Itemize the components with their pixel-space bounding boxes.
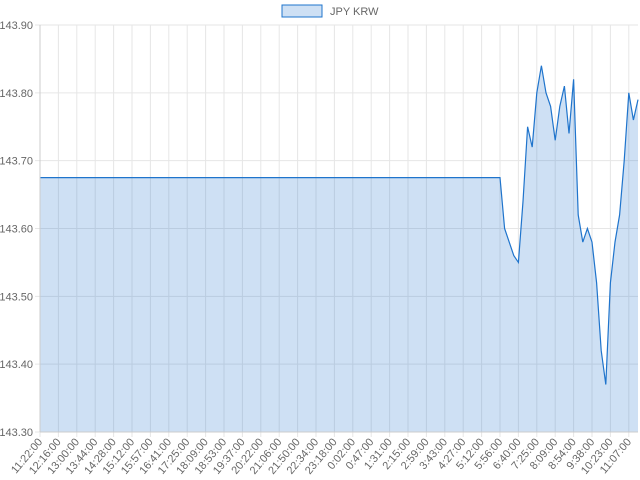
line	[40, 65, 639, 385]
y-tick-label: 143.80	[0, 88, 33, 100]
y-tick-label: 143.40	[0, 359, 33, 371]
y-tick-label: 143.30	[0, 427, 33, 439]
y-tick-label: 143.50	[0, 291, 33, 303]
legend-label: JPY KRW	[330, 6, 379, 18]
y-tick-label: 143.90	[0, 20, 33, 32]
area	[40, 65, 638, 432]
legend-swatch	[281, 4, 323, 18]
y-tick-label: 143.60	[0, 224, 33, 236]
y-tick-label: 143.70	[0, 156, 33, 168]
